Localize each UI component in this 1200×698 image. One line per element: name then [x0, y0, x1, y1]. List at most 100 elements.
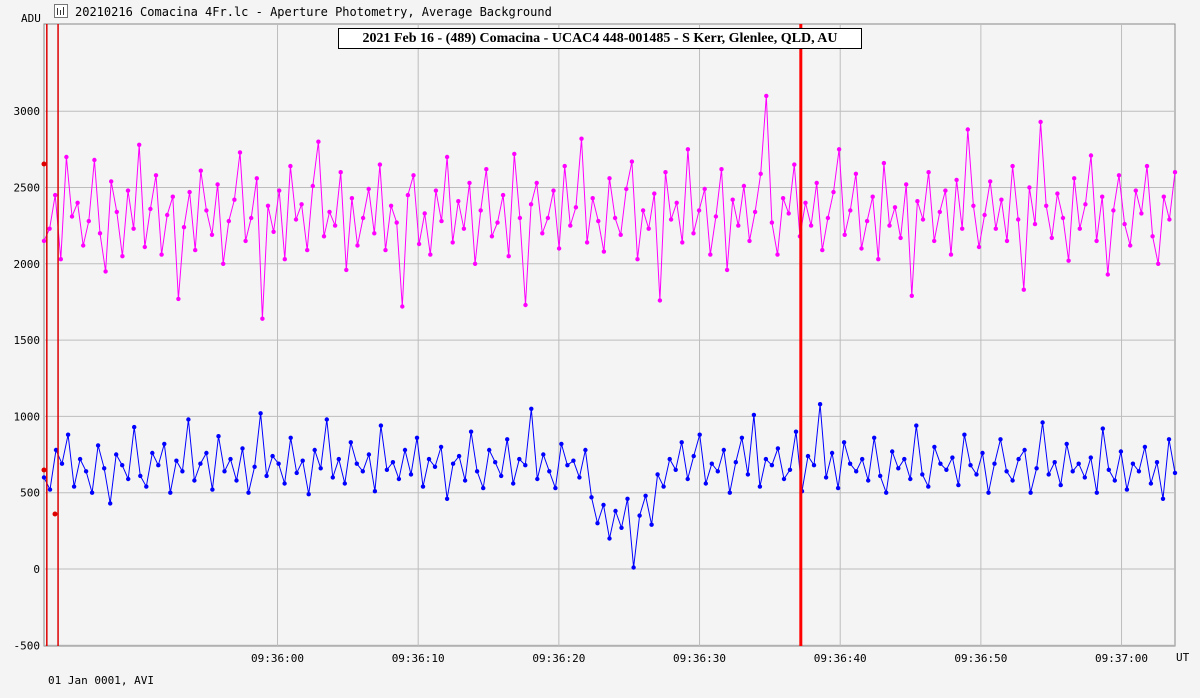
data-point	[661, 484, 666, 489]
data-point	[1070, 469, 1075, 474]
data-point	[64, 154, 69, 160]
data-point	[396, 476, 402, 482]
data-point	[545, 215, 551, 221]
data-point	[97, 231, 103, 236]
data-point	[92, 157, 97, 163]
data-point	[462, 478, 468, 483]
data-point	[836, 147, 842, 152]
data-point	[685, 147, 691, 152]
data-point	[493, 460, 498, 465]
data-point	[53, 447, 59, 453]
data-point	[1166, 437, 1172, 442]
data-point	[829, 450, 835, 456]
data-point	[89, 490, 95, 495]
data-point	[137, 142, 142, 147]
data-point	[736, 223, 741, 228]
marker-dot	[41, 467, 47, 473]
data-point	[1112, 478, 1118, 483]
data-point	[422, 211, 427, 216]
data-point	[226, 218, 231, 224]
data-point	[1004, 238, 1010, 244]
data-point	[724, 267, 730, 273]
data-point	[674, 200, 679, 205]
data-point	[388, 203, 394, 208]
data-point	[1076, 461, 1081, 466]
data-point	[495, 220, 500, 225]
data-point	[75, 200, 80, 205]
data-point	[487, 447, 492, 453]
data-point	[1044, 203, 1049, 208]
data-point	[132, 424, 137, 430]
marker-dot	[41, 161, 47, 167]
data-point	[523, 463, 528, 468]
data-point	[162, 441, 167, 447]
data-point	[523, 302, 528, 308]
data-point	[962, 432, 967, 437]
data-point	[330, 475, 335, 480]
data-point	[870, 194, 875, 199]
data-point	[176, 296, 181, 302]
data-point	[739, 435, 745, 440]
data-point	[1058, 482, 1063, 488]
data-point	[890, 449, 895, 454]
data-point	[968, 463, 973, 468]
data-point	[246, 490, 251, 495]
data-point	[625, 496, 630, 501]
data-point	[348, 440, 353, 445]
data-point	[775, 446, 781, 451]
data-point	[408, 472, 414, 477]
data-point	[667, 456, 672, 462]
data-point	[757, 484, 763, 489]
data-point	[635, 257, 640, 262]
data-point	[1064, 441, 1069, 447]
data-point	[402, 447, 408, 453]
data-point	[920, 472, 925, 477]
data-point	[596, 218, 601, 224]
data-point	[898, 235, 903, 241]
data-point	[764, 93, 769, 99]
data-point	[908, 476, 913, 482]
data-point	[1105, 272, 1111, 277]
data-point	[595, 521, 600, 526]
data-point	[366, 452, 372, 457]
data-point	[1021, 287, 1026, 292]
data-point	[1148, 481, 1154, 486]
data-point	[733, 460, 738, 465]
data-point	[887, 223, 892, 228]
data-point	[1004, 469, 1009, 474]
data-point	[1055, 191, 1060, 196]
data-point	[414, 435, 420, 440]
data-point	[120, 254, 125, 259]
data-point	[601, 249, 607, 254]
data-point	[1038, 119, 1043, 125]
data-point	[703, 481, 708, 486]
data-point	[472, 261, 478, 266]
data-point	[1172, 470, 1178, 476]
data-point	[607, 176, 612, 181]
data-point	[631, 565, 636, 570]
data-point	[265, 203, 271, 208]
data-point	[467, 180, 472, 186]
data-point	[59, 461, 65, 466]
data-point	[95, 443, 101, 448]
data-point	[876, 257, 881, 262]
data-point	[817, 402, 823, 407]
data-point	[884, 490, 889, 495]
data-point	[1139, 211, 1144, 216]
data-point	[1094, 238, 1099, 244]
data-point	[1144, 163, 1150, 169]
data-point	[489, 234, 495, 239]
data-point	[148, 206, 153, 212]
data-point	[956, 482, 961, 488]
data-point	[384, 467, 390, 472]
data-point	[198, 461, 203, 466]
data-point	[456, 199, 461, 204]
data-point	[624, 186, 629, 192]
data-point	[1133, 188, 1139, 193]
y-tick-label: 3000	[14, 105, 41, 118]
tick-labels: -500 0 500 1000 1500 2000 2500 3000 09:36:00 09:3…	[14, 105, 1149, 665]
data-point	[372, 489, 378, 494]
data-point	[1160, 496, 1166, 501]
data-point	[896, 466, 901, 471]
